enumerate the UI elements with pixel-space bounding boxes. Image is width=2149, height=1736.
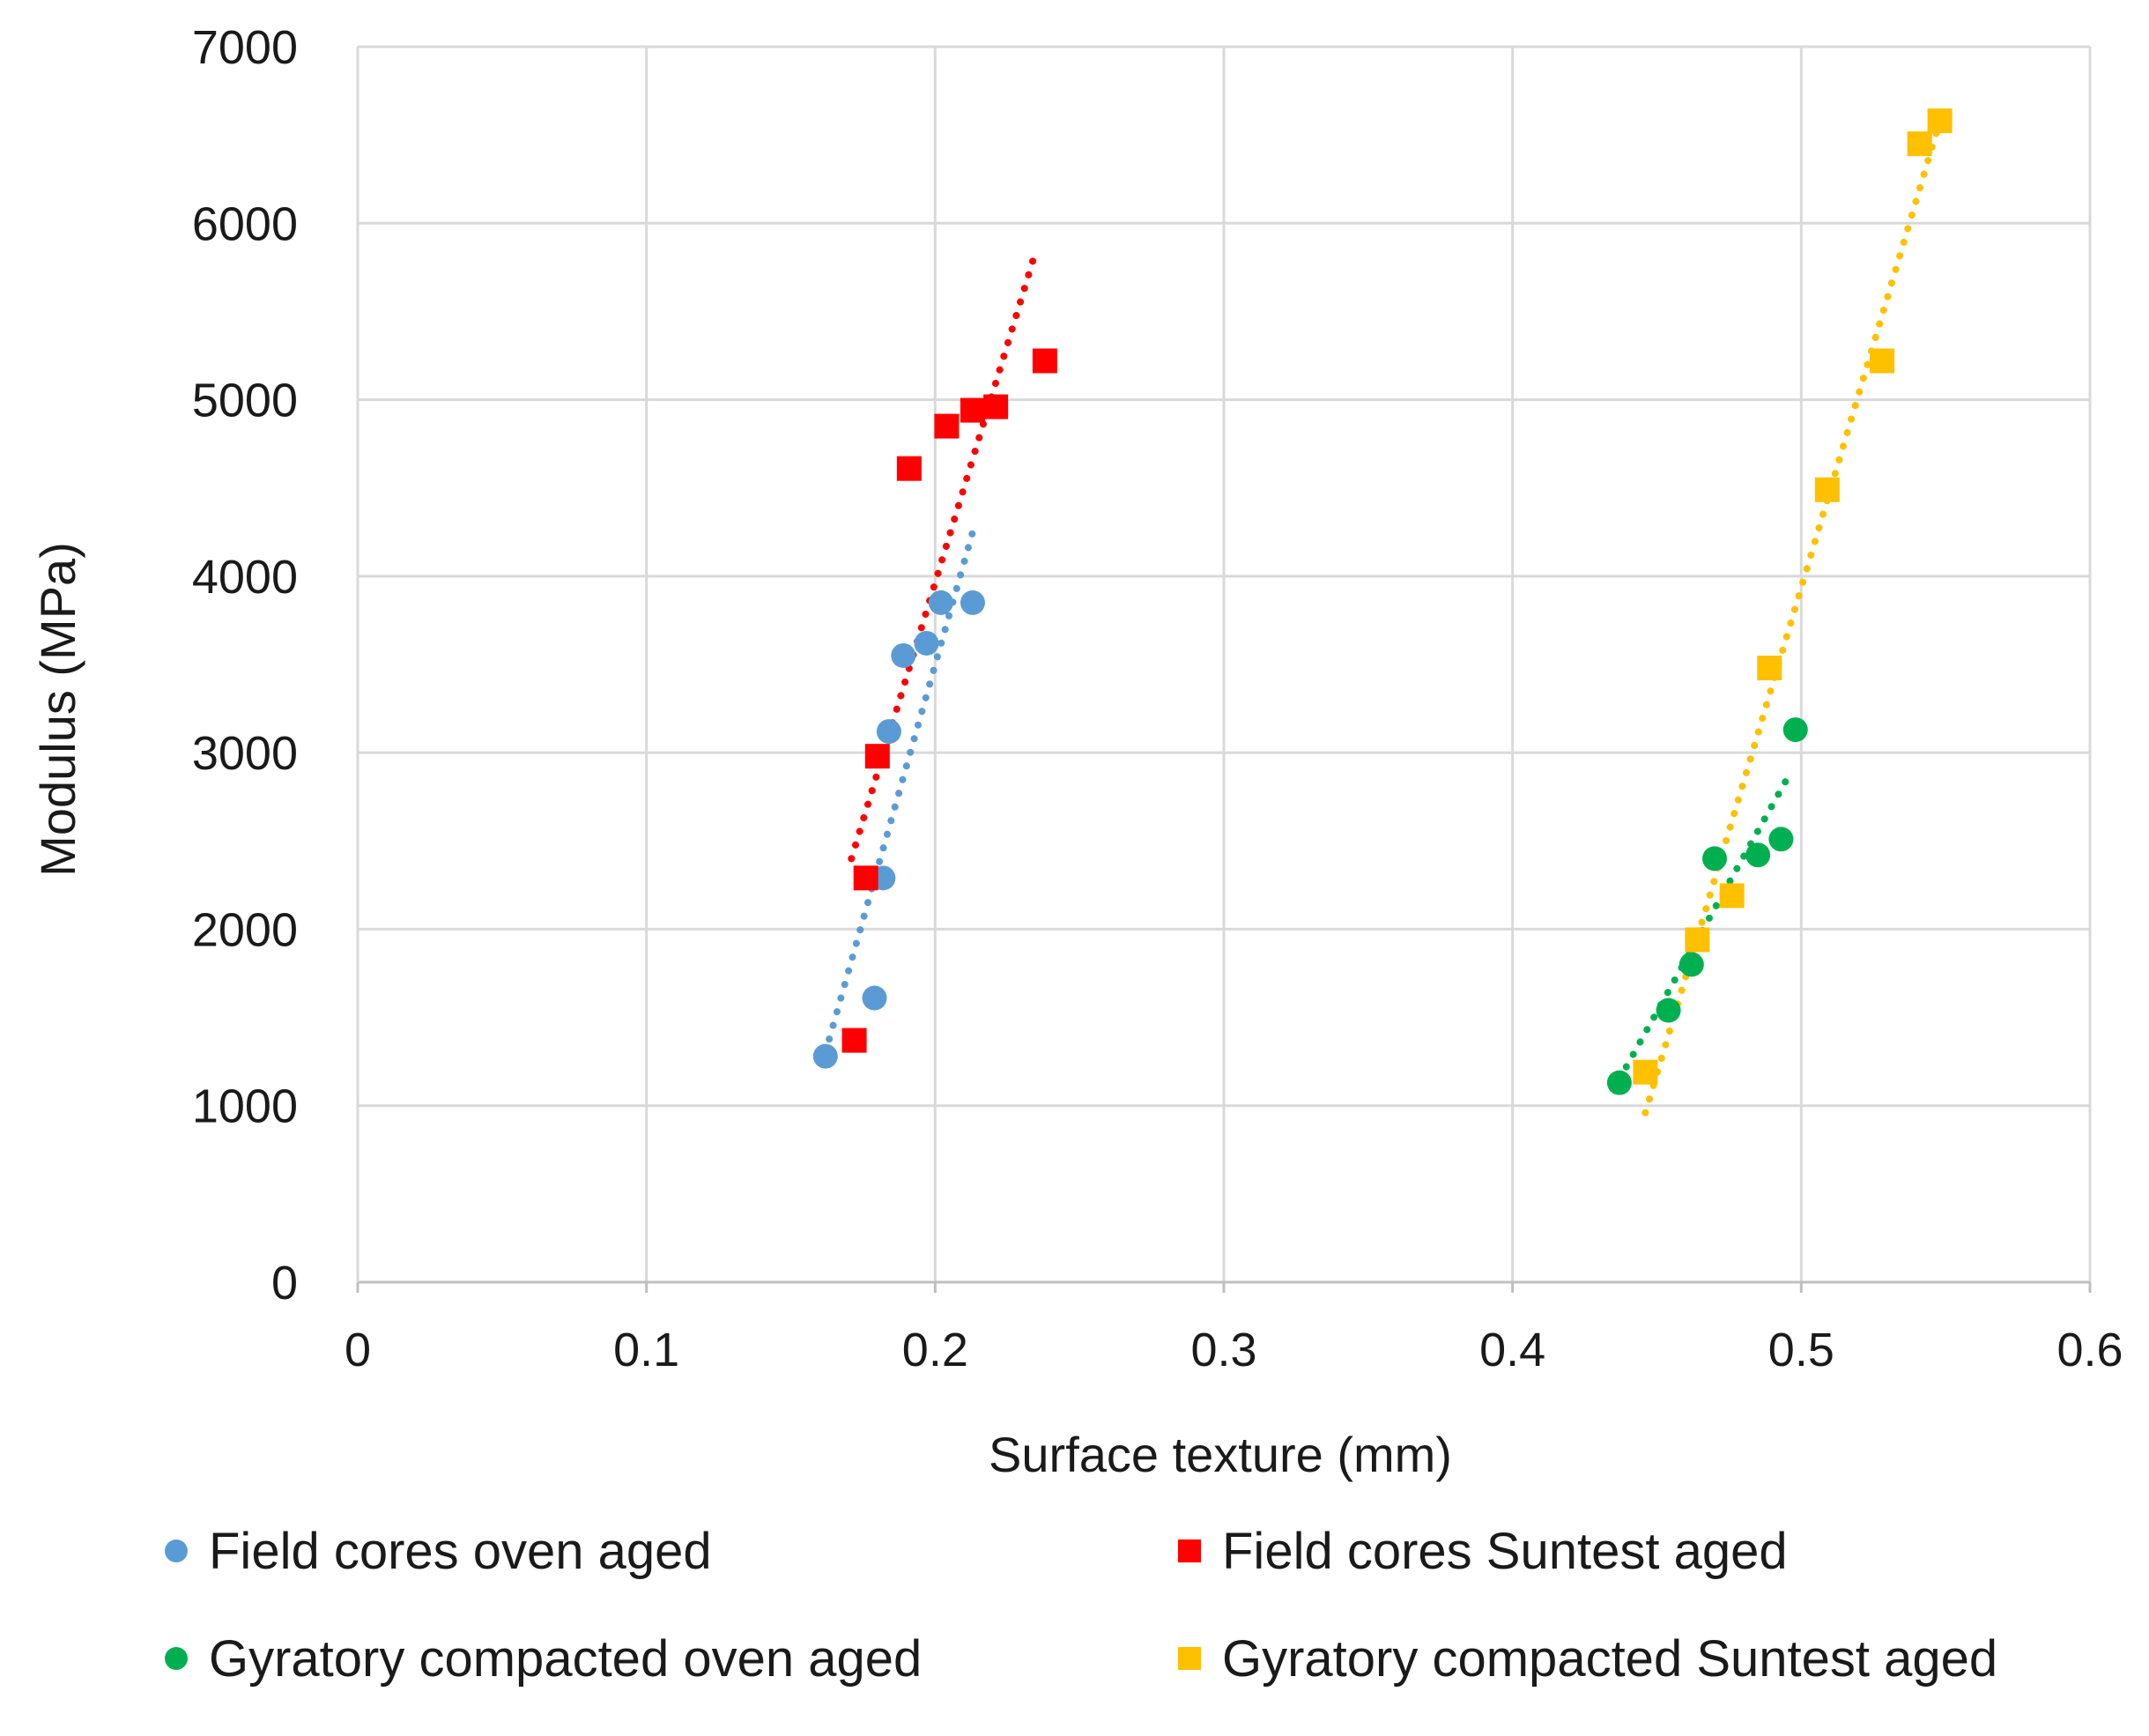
data-point <box>1768 827 1794 852</box>
data-point <box>1633 1059 1658 1085</box>
data-point <box>960 397 985 423</box>
data-point <box>896 456 922 481</box>
data-point <box>1032 348 1057 374</box>
data-point <box>960 590 985 615</box>
y-tick-label: 7000 <box>192 21 298 74</box>
data-point <box>891 642 916 668</box>
data-point <box>1656 998 1681 1023</box>
data-point <box>983 394 1009 419</box>
y-tick-label: 1000 <box>192 1080 298 1133</box>
data-point <box>1685 927 1710 953</box>
x-tick-label: 0 <box>345 1324 371 1376</box>
x-tick-label: 0.5 <box>1768 1324 1834 1376</box>
gridlines <box>358 45 2092 1282</box>
legend-label: Gyratory compacted Suntest aged <box>1222 1630 1997 1688</box>
x-tick-label: 0.3 <box>1190 1324 1256 1376</box>
axes <box>356 47 2092 1293</box>
x-tick-label: 0.1 <box>613 1324 679 1376</box>
data-point <box>934 413 960 439</box>
x-axis-title: Surface texture (mm) <box>989 1427 1452 1482</box>
data-point <box>1702 846 1728 872</box>
data-point <box>1814 477 1840 502</box>
data-point <box>1907 131 1932 157</box>
legend-label: Field cores oven aged <box>209 1523 712 1580</box>
x-tick-label: 0.4 <box>1479 1324 1545 1376</box>
trendline <box>821 528 976 1057</box>
data-point <box>862 985 887 1011</box>
y-tick-label: 6000 <box>192 197 298 250</box>
legend-marker <box>1178 1647 1201 1670</box>
y-tick-label: 2000 <box>192 903 298 956</box>
data-point <box>864 744 890 769</box>
data-point <box>853 865 878 891</box>
y-tick-label: 0 <box>271 1257 298 1309</box>
legend-marker <box>165 1539 188 1562</box>
data-point <box>1606 1070 1632 1095</box>
data-point <box>1719 883 1745 909</box>
data-point <box>876 719 901 745</box>
y-tick-label: 3000 <box>192 727 298 780</box>
data-point <box>812 1043 838 1069</box>
x-tick-label: 0.6 <box>2056 1324 2123 1376</box>
data-point <box>1782 717 1808 743</box>
y-tick-label: 5000 <box>192 375 298 427</box>
data-points <box>812 108 1953 1095</box>
data-point <box>1927 108 1953 134</box>
y-tick-label: 4000 <box>192 551 298 604</box>
data-point <box>1870 348 1895 374</box>
x-tick-label: 0.2 <box>902 1324 968 1376</box>
y-axis-title: Modulus (MPa) <box>30 542 85 877</box>
legend-marker <box>165 1647 188 1670</box>
data-point <box>1678 952 1704 977</box>
data-point <box>841 1028 867 1053</box>
data-point <box>928 590 953 615</box>
data-point <box>1745 842 1771 868</box>
legend-marker <box>1178 1539 1201 1562</box>
data-point <box>914 630 939 656</box>
legend: Field cores oven aged Field cores Suntest… <box>165 1523 1997 1688</box>
legend-label: Gyratory compacted oven aged <box>209 1630 922 1688</box>
data-point <box>1757 656 1782 681</box>
tick-labels: 0 0.1 0.2 0.3 0.4 0.5 0.6 0 1000 2000 3000 4000 5000… <box>192 21 2123 1376</box>
legend-label: Field cores Suntest aged <box>1222 1523 1788 1580</box>
